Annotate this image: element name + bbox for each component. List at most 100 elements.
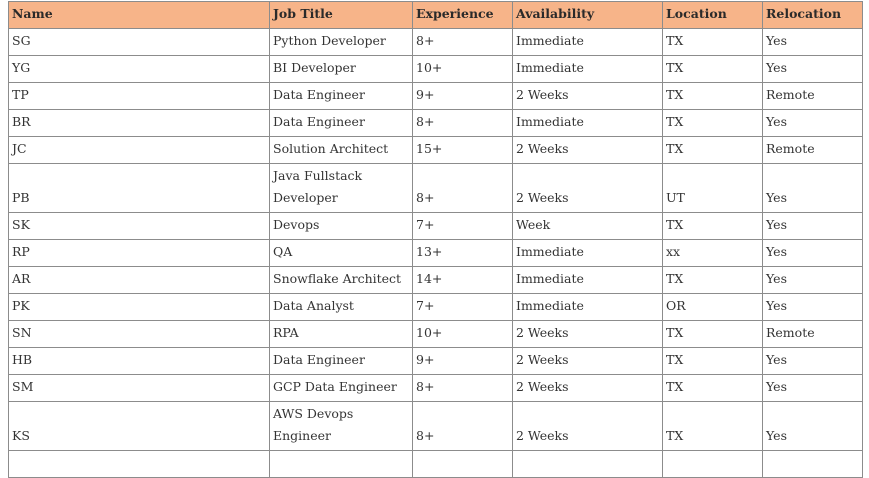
table-cell: Week — [512, 212, 663, 240]
table-cell: 2 Weeks — [512, 163, 663, 213]
table-cell: 2 Weeks — [512, 136, 663, 164]
column-header: Name — [8, 1, 270, 29]
table-cell — [269, 450, 413, 478]
table-cell: 2 Weeks — [512, 82, 663, 110]
table-row: SG Python Developer 8+ Immediate TX Yes — [8, 28, 863, 56]
table-cell: SM — [8, 374, 270, 402]
table-cell: TX — [662, 401, 763, 451]
table-cell: GCP Data Engineer — [269, 374, 413, 402]
table-cell: Immediate — [512, 293, 663, 321]
table-cell: Yes — [762, 28, 863, 56]
table-cell: 2 Weeks — [512, 401, 663, 451]
table-cell: YG — [8, 55, 270, 83]
table-row: SM GCP Data Engineer 8+ 2 Weeks TX Yes — [8, 374, 863, 402]
table-cell: 9+ — [412, 82, 513, 110]
table-cell: 8+ — [412, 374, 513, 402]
table-cell: Yes — [762, 266, 863, 294]
table-row: RP QA 13+ Immediate xx Yes — [8, 239, 863, 267]
table-cell — [762, 450, 863, 478]
table-cell: TX — [662, 374, 763, 402]
table-row: HB Data Engineer 9+ 2 Weeks TX Yes — [8, 347, 863, 375]
table-cell: 14+ — [412, 266, 513, 294]
table-row: SK Devops 7+ Week TX Yes — [8, 212, 863, 240]
table-row: TP Data Engineer 9+ 2 Weeks TX Remote — [8, 82, 863, 110]
table-cell: TX — [662, 28, 763, 56]
table-cell: 8+ — [412, 401, 513, 451]
table-cell: Yes — [762, 293, 863, 321]
table-cell: Yes — [762, 55, 863, 83]
table-cell: TX — [662, 212, 763, 240]
table-cell: 10+ — [412, 320, 513, 348]
page: Name Job Title Experience Availability Locat… — [8, 1, 863, 478]
table-cell: 9+ — [412, 347, 513, 375]
table-cell: 15+ — [412, 136, 513, 164]
candidate-table: Name Job Title Experience Availability Locat… — [8, 1, 863, 478]
table-cell — [8, 450, 270, 478]
table-cell: Devops — [269, 212, 413, 240]
table-cell: HB — [8, 347, 270, 375]
table-row: YG BI Developer 10+ Immediate TX Yes — [8, 55, 863, 83]
table-cell: QA — [269, 239, 413, 267]
table-cell: 13+ — [412, 239, 513, 267]
table-cell: KS — [8, 401, 270, 451]
table-cell: Immediate — [512, 55, 663, 83]
table-cell: 10+ — [412, 55, 513, 83]
table-cell: TX — [662, 266, 763, 294]
table-cell: Immediate — [512, 109, 663, 137]
column-header: Job Title — [269, 1, 413, 29]
table-cell: PB — [8, 163, 270, 213]
table-cell: Yes — [762, 109, 863, 137]
header-row: Name Job Title Experience Availability Locat… — [8, 1, 863, 29]
table-cell: Remote — [762, 136, 863, 164]
column-header: Availability — [512, 1, 663, 29]
table-cell: xx — [662, 239, 763, 267]
table-cell: AR — [8, 266, 270, 294]
column-header: Experience — [412, 1, 513, 29]
table-cell: Yes — [762, 163, 863, 213]
table-cell: Solution Architect — [269, 136, 413, 164]
table-row: SN RPA 10+ 2 Weeks TX Remote — [8, 320, 863, 348]
table-cell: Data Engineer — [269, 347, 413, 375]
table-cell: 2 Weeks — [512, 374, 663, 402]
table-row: JC Solution Architect 15+ 2 Weeks TX Remote — [8, 136, 863, 164]
cell-text: Java Fullstack Developer — [273, 168, 363, 205]
table-cell: TX — [662, 320, 763, 348]
table-cell: TX — [662, 109, 763, 137]
table-cell: Java Fullstack Developer — [269, 163, 413, 213]
table-cell: Immediate — [512, 28, 663, 56]
table-cell: RP — [8, 239, 270, 267]
table-cell: Yes — [762, 212, 863, 240]
table-cell: Yes — [762, 374, 863, 402]
table-cell: Immediate — [512, 239, 663, 267]
table-cell: OR — [662, 293, 763, 321]
table-cell: Remote — [762, 320, 863, 348]
table-cell: 2 Weeks — [512, 320, 663, 348]
table-cell: Yes — [762, 347, 863, 375]
table-cell: JC — [8, 136, 270, 164]
table-row: AR Snowflake Architect 14+ Immediate TX Yes — [8, 266, 863, 294]
table-cell: TX — [662, 82, 763, 110]
table-cell — [412, 450, 513, 478]
table-cell: Python Developer — [269, 28, 413, 56]
table-cell: BI Developer — [269, 55, 413, 83]
table-cell: SK — [8, 212, 270, 240]
table-cell: 2 Weeks — [512, 347, 663, 375]
table-cell: SG — [8, 28, 270, 56]
cell-text: AWS Devops Engineer — [273, 406, 354, 443]
table-cell: 8+ — [412, 109, 513, 137]
table-cell: SN — [8, 320, 270, 348]
table-cell: 7+ — [412, 293, 513, 321]
table-cell: BR — [8, 109, 270, 137]
table-cell: TX — [662, 136, 763, 164]
column-header: Relocation — [762, 1, 863, 29]
table-cell — [512, 450, 663, 478]
table-cell: RPA — [269, 320, 413, 348]
table-cell: AWS Devops Engineer — [269, 401, 413, 451]
table-cell: UT — [662, 163, 763, 213]
table-cell: TX — [662, 347, 763, 375]
table-cell: TX — [662, 55, 763, 83]
table-row: PB Java Fullstack Developer 8+ 2 Weeks UT Yes — [8, 163, 863, 213]
table-cell: 8+ — [412, 28, 513, 56]
table-row: PK Data Analyst 7+ Immediate OR Yes — [8, 293, 863, 321]
table-cell — [662, 450, 763, 478]
